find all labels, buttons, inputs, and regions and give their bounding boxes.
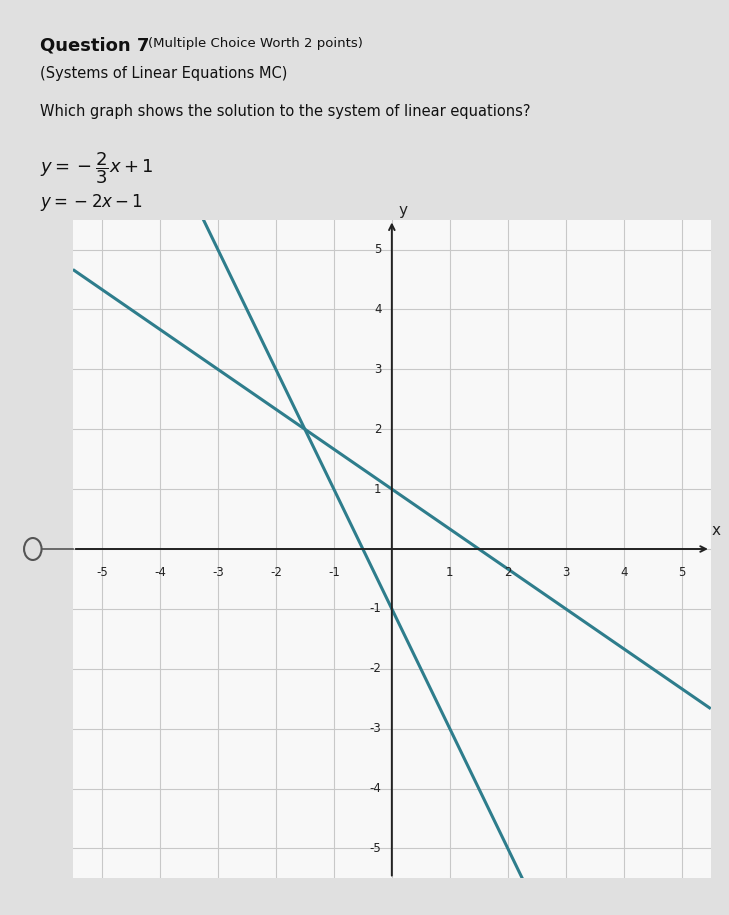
Text: x: x (712, 523, 721, 538)
Text: 5: 5 (678, 565, 685, 579)
Text: 4: 4 (620, 565, 628, 579)
Text: -4: -4 (154, 565, 165, 579)
Text: Question 7: Question 7 (40, 37, 149, 55)
Text: 2: 2 (504, 565, 512, 579)
Text: 1: 1 (374, 482, 381, 496)
Text: Which graph shows the solution to the system of linear equations?: Which graph shows the solution to the sy… (40, 104, 531, 119)
Text: (Systems of Linear Equations MC): (Systems of Linear Equations MC) (40, 66, 287, 81)
Text: 1: 1 (446, 565, 453, 579)
Text: 3: 3 (374, 363, 381, 376)
Text: -2: -2 (370, 662, 381, 675)
Text: -3: -3 (370, 722, 381, 735)
Text: -5: -5 (96, 565, 108, 579)
Text: 5: 5 (374, 243, 381, 256)
Text: 2: 2 (374, 423, 381, 436)
Text: 4: 4 (374, 303, 381, 316)
Text: $y = -2x-1$: $y = -2x-1$ (40, 192, 143, 213)
Text: -3: -3 (212, 565, 224, 579)
Text: (Multiple Choice Worth 2 points): (Multiple Choice Worth 2 points) (148, 37, 363, 49)
Text: 3: 3 (562, 565, 569, 579)
Text: -4: -4 (370, 782, 381, 795)
Text: -5: -5 (370, 842, 381, 855)
Text: $y = -\dfrac{2}{3}x+1$: $y = -\dfrac{2}{3}x+1$ (40, 150, 154, 186)
Text: -2: -2 (270, 565, 282, 579)
Text: y: y (399, 203, 408, 219)
Text: -1: -1 (370, 602, 381, 616)
Text: -1: -1 (328, 565, 340, 579)
